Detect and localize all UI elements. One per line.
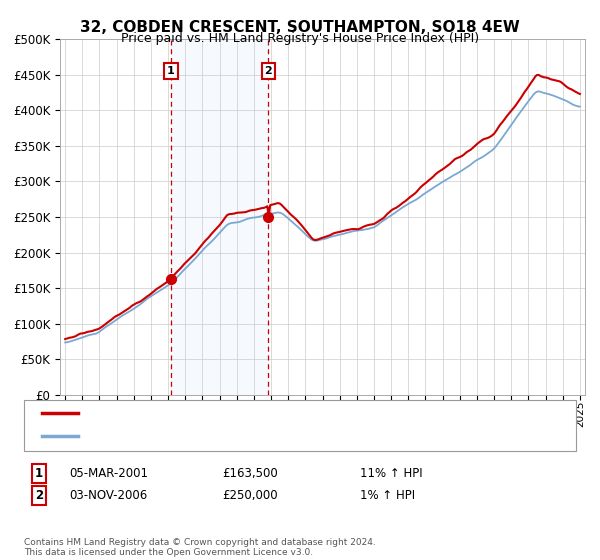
Text: Price paid vs. HM Land Registry's House Price Index (HPI): Price paid vs. HM Land Registry's House …	[121, 32, 479, 45]
Bar	[171, 39, 268, 395]
Text: 32, COBDEN CRESCENT, SOUTHAMPTON, SO18 4EW: 32, COBDEN CRESCENT, SOUTHAMPTON, SO18 4…	[80, 20, 520, 35]
Text: 03-NOV-2006: 03-NOV-2006	[69, 489, 147, 502]
Text: £163,500: £163,500	[222, 466, 278, 480]
Text: 1: 1	[167, 66, 175, 76]
Text: 1: 1	[35, 466, 43, 480]
Text: Contains HM Land Registry data © Crown copyright and database right 2024.
This d: Contains HM Land Registry data © Crown c…	[24, 538, 376, 557]
Text: 2: 2	[265, 66, 272, 76]
Text: 11% ↑ HPI: 11% ↑ HPI	[360, 466, 422, 480]
Text: 1% ↑ HPI: 1% ↑ HPI	[360, 489, 415, 502]
Text: HPI: Average price, detached house, Southampton: HPI: Average price, detached house, Sout…	[87, 429, 385, 442]
Text: £250,000: £250,000	[222, 489, 278, 502]
Text: 05-MAR-2001: 05-MAR-2001	[69, 466, 148, 480]
Text: 2: 2	[35, 489, 43, 502]
Text: 32, COBDEN CRESCENT, SOUTHAMPTON, SO18 4EW (detached house): 32, COBDEN CRESCENT, SOUTHAMPTON, SO18 4…	[87, 407, 503, 420]
